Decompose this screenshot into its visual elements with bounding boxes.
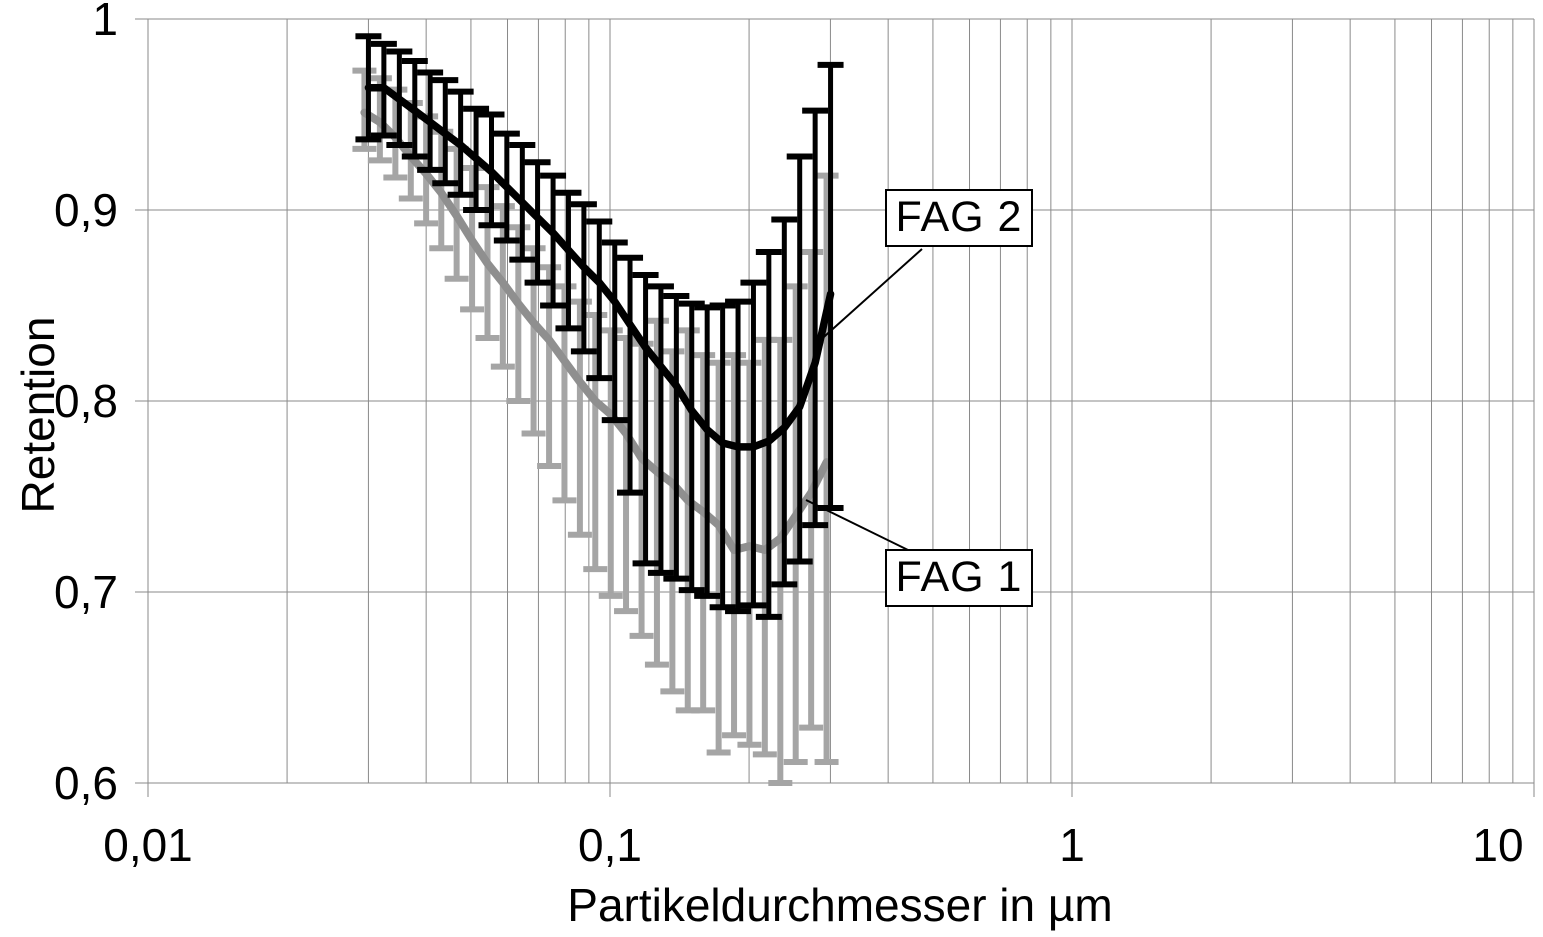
- series-line-fag-1: [360, 108, 831, 554]
- legend-leader-fag2: [815, 248, 923, 345]
- y-tick-label: 0,7: [54, 566, 118, 618]
- legend-box-fag1: FAG 1: [885, 549, 1033, 607]
- x-tick-label: 0,1: [578, 819, 642, 871]
- y-tick-label: 0,9: [54, 184, 118, 236]
- y-tick-label: 1: [92, 0, 118, 45]
- x-tick-label: 0,01: [103, 819, 193, 871]
- x-tick-label: 1: [1059, 819, 1085, 871]
- y-tick-label: 0,6: [54, 757, 118, 809]
- legend-leader-fag1: [805, 499, 909, 551]
- y-tick-label: 0,8: [54, 375, 118, 427]
- series-line-fag-2: [364, 84, 835, 451]
- y-axis-title: Retention: [12, 316, 64, 514]
- legend-box-fag2: FAG 2: [885, 189, 1033, 247]
- x-axis-title: Partikeldurchmesser in µm: [567, 879, 1113, 931]
- x-tick-label: 10: [1472, 819, 1524, 871]
- legend-label-fag1: FAG 1: [895, 553, 1023, 601]
- legend-label-fag2: FAG 2: [895, 193, 1023, 241]
